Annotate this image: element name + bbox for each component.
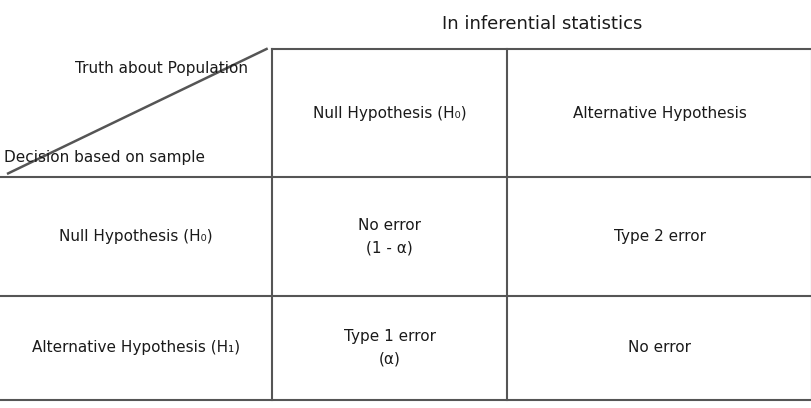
- Text: Type 1 error
(α): Type 1 error (α): [343, 329, 436, 366]
- Text: Null Hypothesis (H₀): Null Hypothesis (H₀): [312, 106, 466, 121]
- Text: Null Hypothesis (H₀): Null Hypothesis (H₀): [59, 229, 212, 244]
- Text: Truth about Population: Truth about Population: [75, 61, 247, 76]
- Text: Alternative Hypothesis (H₁): Alternative Hypothesis (H₁): [32, 340, 240, 355]
- Text: Alternative Hypothesis: Alternative Hypothesis: [572, 106, 746, 121]
- Text: Type 2 error: Type 2 error: [613, 229, 705, 244]
- Text: No error: No error: [628, 340, 690, 355]
- Text: In inferential statistics: In inferential statistics: [441, 16, 642, 33]
- Text: No error
(1 - α): No error (1 - α): [358, 218, 421, 255]
- Text: Decision based on sample: Decision based on sample: [4, 150, 205, 165]
